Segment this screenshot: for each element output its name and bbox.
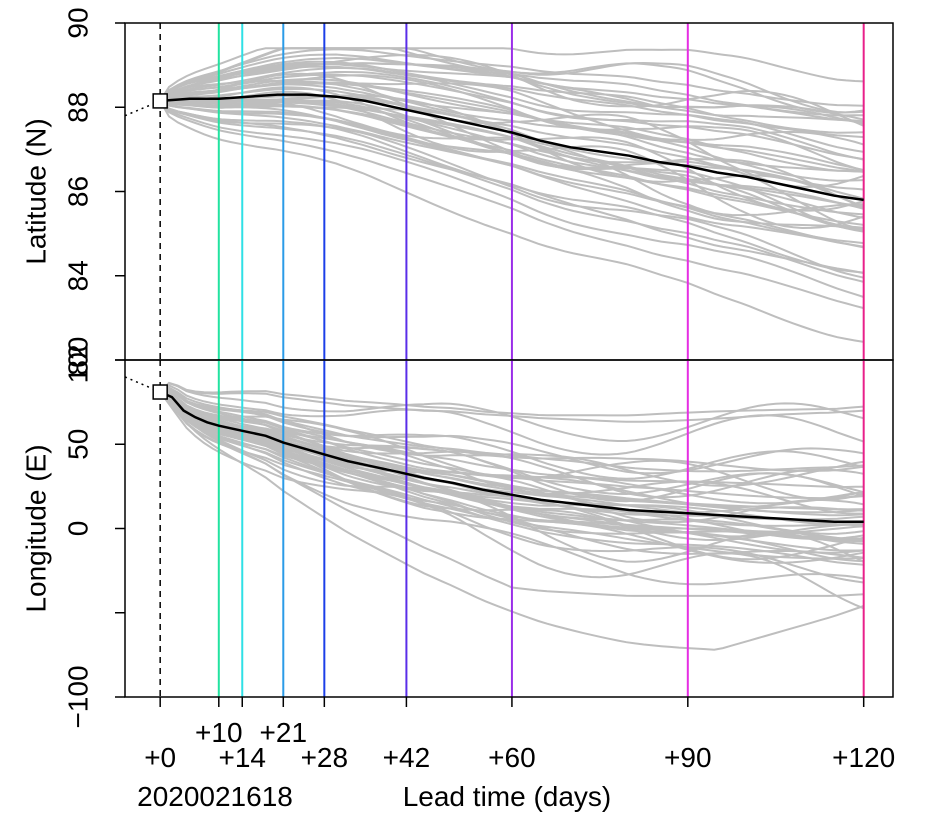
y-tick-label: 88 — [62, 92, 93, 123]
longitude-panel: −100 0 50 100 Longitude (E) — [20, 337, 894, 729]
x-axis-title: Lead time (days) — [403, 781, 612, 812]
lead-time-axis: +0 +10+14+21+28 +42 +60 +90 +120 — [144, 697, 895, 773]
y-tick-label: 90 — [62, 7, 93, 38]
init-date-label: 2020021618 — [137, 781, 293, 812]
x-tick-label: +28 — [301, 742, 349, 773]
x-tick-label: +120 — [832, 742, 895, 773]
latitude-panel: 82 84 86 88 90 Latitude (N) — [20, 7, 894, 376]
y-tick-label: 50 — [62, 429, 93, 460]
initial-position-marker — [152, 93, 168, 109]
y-tick-label: −100 — [62, 665, 93, 728]
ensemble-mean-line — [160, 93, 864, 202]
ensemble-mean-line — [159, 390, 864, 524]
y-tick-label: 100 — [62, 337, 93, 384]
x-tick-label: +21 — [260, 717, 308, 748]
x-tick-label: +14 — [219, 742, 267, 773]
y-tick-label: 84 — [62, 260, 93, 291]
x-tick-label: +60 — [488, 742, 536, 773]
y-tick-label: 86 — [62, 176, 93, 207]
y-axis-title: Longitude (E) — [20, 444, 51, 612]
y-tick-label: 0 — [62, 521, 93, 537]
x-tick-label: +10 — [195, 717, 243, 748]
x-tick-label: +42 — [383, 742, 431, 773]
y-tick-label: 82 — [62, 344, 93, 375]
x-tick-label: +0 — [144, 742, 176, 773]
initial-position-marker — [152, 384, 168, 400]
x-tick-label: +90 — [664, 742, 712, 773]
y-axis-title: Latitude (N) — [20, 118, 51, 264]
